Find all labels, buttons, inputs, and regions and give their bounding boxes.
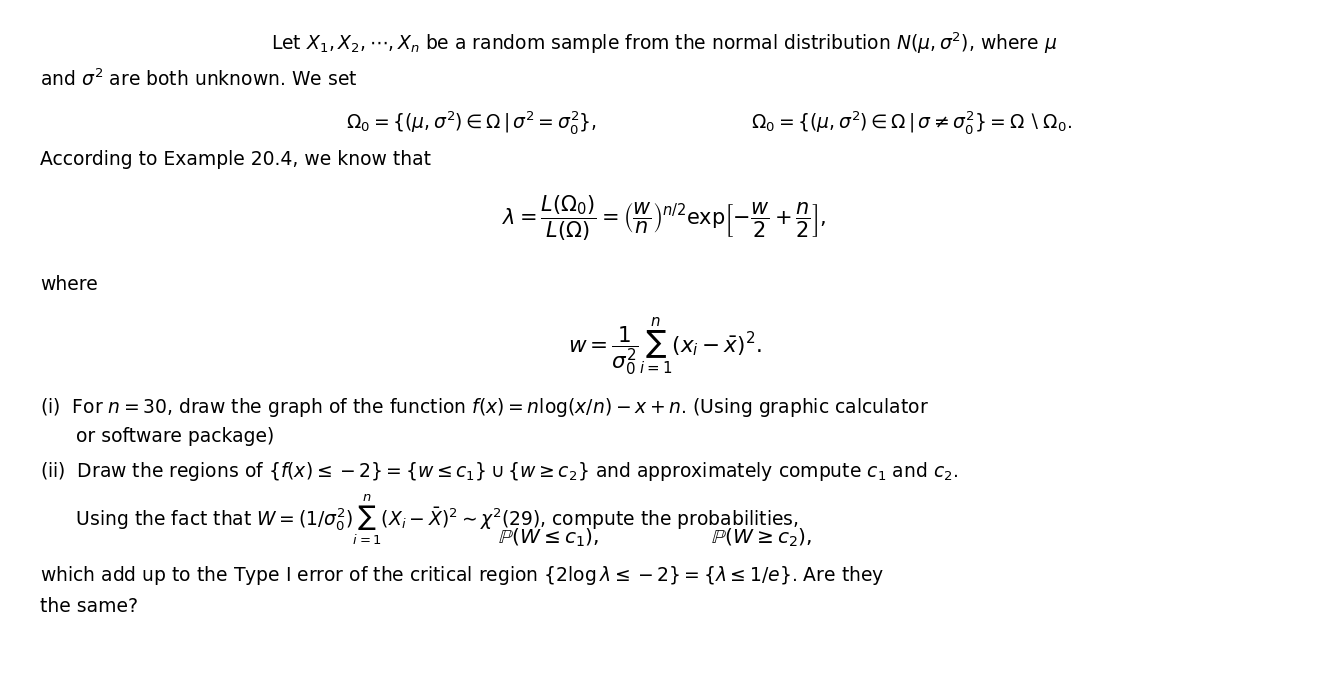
- Text: (i)  For $n = 30$, draw the graph of the function $f(x) = n\log(x/n) - x + n$. (: (i) For $n = 30$, draw the graph of the …: [40, 396, 929, 419]
- Text: or software package): or software package): [40, 427, 274, 446]
- Text: which add up to the Type I error of the critical region $\{2\log\lambda \leq -2\: which add up to the Type I error of the …: [40, 564, 884, 588]
- Text: $\Omega_0 = \{(\mu, \sigma^2) \in \Omega\,|\,\sigma^2 = \sigma_0^2\},$: $\Omega_0 = \{(\mu, \sigma^2) \in \Omega…: [346, 109, 597, 136]
- Text: According to Example 20.4, we know that: According to Example 20.4, we know that: [40, 150, 431, 169]
- Text: $\mathbb{P}(W \geq c_2),$: $\mathbb{P}(W \geq c_2),$: [711, 527, 812, 549]
- Text: and $\sigma^2$ are both unknown. We set: and $\sigma^2$ are both unknown. We set: [40, 68, 358, 90]
- Text: $\lambda = \dfrac{L(\Omega_0)}{L(\Omega)} = \left(\dfrac{w}{n}\right)^{n/2} \mat: $\lambda = \dfrac{L(\Omega_0)}{L(\Omega)…: [502, 194, 827, 243]
- Text: Let $X_1, X_2, \cdots, X_n$ be a random sample from the normal distribution $N(\: Let $X_1, X_2, \cdots, X_n$ be a random …: [271, 31, 1058, 56]
- Text: $w = \dfrac{1}{\sigma_0^2} \sum_{i=1}^{n}(x_i - \bar{x})^2.$: $w = \dfrac{1}{\sigma_0^2} \sum_{i=1}^{n…: [567, 316, 762, 379]
- Text: the same?: the same?: [40, 597, 138, 616]
- Text: where: where: [40, 275, 97, 294]
- Text: (ii)  Draw the regions of $\{f(x) \leq -2\} = \{w \leq c_1\} \cup \{w \geq c_2\}: (ii) Draw the regions of $\{f(x) \leq -2…: [40, 460, 958, 483]
- Text: $\Omega_0 = \{(\mu, \sigma^2) \in \Omega\,|\,\sigma \neq \sigma_0^2\} = \Omega \: $\Omega_0 = \{(\mu, \sigma^2) \in \Omega…: [751, 109, 1073, 136]
- Text: $\mathbb{P}(W \leq c_1),$: $\mathbb{P}(W \leq c_1),$: [498, 527, 599, 549]
- Text: Using the fact that $W = (1/\sigma_0^2)\sum_{i=1}^{n}(X_i - \bar{X})^2 \sim \chi: Using the fact that $W = (1/\sigma_0^2)\…: [40, 492, 799, 547]
